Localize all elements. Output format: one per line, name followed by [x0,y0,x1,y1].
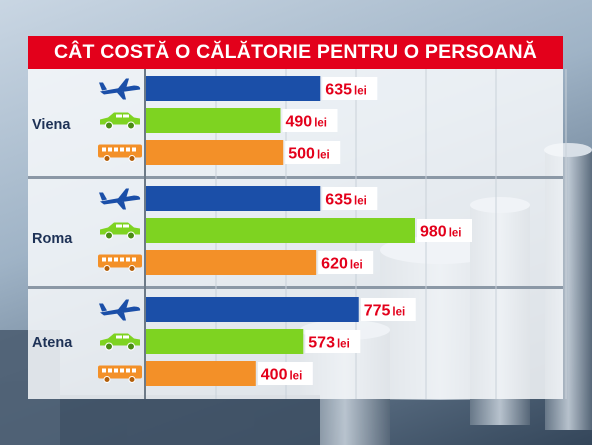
chart-title: CÂT COSTĂ O CĂLĂTORIE PENTRU O PERSOANĂ [28,36,563,69]
value-label: 980 lei [420,224,462,241]
value-label-box [305,330,361,353]
bus-icon [98,144,142,162]
bar-atena-airplane [146,297,359,322]
bus-icon [98,254,142,272]
value-label: 775 lei [364,303,406,320]
value-label-box [318,251,374,274]
bar-roma-airplane [146,186,321,211]
value-label: 635 lei [325,82,367,99]
bar-viena-car [146,108,281,133]
axis-line [144,69,146,399]
category-label-atena: Atena [32,335,73,351]
value-label-box [257,362,313,385]
value-label-box [285,141,341,164]
value-label: 573 lei [308,335,350,352]
category-label-roma: Roma [32,231,73,247]
category-label-viena: Viena [32,117,71,133]
value-label: 500 lei [288,146,330,163]
group-separator [28,286,563,289]
value-label: 490 lei [286,114,328,131]
bar-roma-car [146,218,415,243]
value-label-box [322,77,378,100]
bus-icon [98,365,142,383]
value-label-box [360,298,416,321]
value-label-box [322,187,378,210]
car-icon [100,222,140,240]
value-label: 400 lei [261,367,303,384]
value-label-box [417,219,472,242]
car-icon [100,112,140,130]
airplane-icon [99,299,141,321]
car-icon [100,333,140,351]
bar-roma-bus [146,250,317,275]
value-label: 620 lei [321,256,363,273]
bar-viena-bus [146,140,284,165]
bar-atena-bus [146,361,256,386]
group-separator [28,176,563,179]
value-label: 635 lei [325,192,367,209]
value-label-box [282,109,338,132]
bar-viena-airplane [146,76,321,101]
airplane-icon [99,78,141,100]
bar-atena-car [146,329,304,354]
airplane-icon [99,188,141,210]
